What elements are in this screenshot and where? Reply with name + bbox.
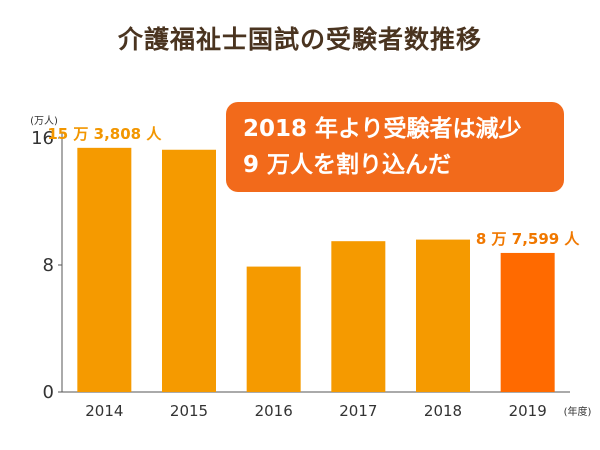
annotation-line-2: 9 万人を割り込んだ — [243, 152, 452, 178]
x-tick-label-2018: 2018 — [424, 402, 462, 420]
bar-2016 — [246, 266, 301, 392]
data-label-2019: 8 万 7,599 人 — [476, 230, 581, 248]
y-unit-label: (万人) — [30, 115, 58, 127]
x-tick-label-2016: 2016 — [255, 402, 293, 420]
bars — [77, 147, 555, 392]
x-tick-label-2017: 2017 — [339, 402, 377, 420]
y-tick-label: 16 — [31, 128, 54, 149]
bar-2018 — [416, 239, 470, 392]
data-labels: 15 万 3,808 人 8 万 7,599 人 — [47, 125, 580, 248]
y-tick-label: 0 — [43, 382, 54, 403]
bar-2019 — [500, 252, 555, 392]
annotation-line-1: 2018 年より受験者は減少 — [243, 116, 522, 142]
x-tick-label-2015: 2015 — [170, 402, 208, 420]
annotation-callout: 2018 年より受験者は減少 9 万人を割り込んだ — [226, 102, 564, 192]
x-unit-label: (年度) — [564, 405, 592, 418]
bar-2014 — [77, 147, 132, 392]
axes: (万人) 0 8 16 2014 2015 2016 2017 2018 2019 (年度) — [30, 115, 591, 420]
y-tick-label: 8 — [43, 255, 54, 276]
x-tick-label-2019: 2019 — [509, 402, 547, 420]
bar-2017 — [331, 241, 386, 392]
data-label-2014: 15 万 3,808 人 — [47, 125, 162, 143]
bar-2015 — [162, 149, 216, 392]
x-tick-label-2014: 2014 — [85, 402, 123, 420]
chart-title: 介護福祉士国試の受験者数推移 — [117, 25, 482, 54]
